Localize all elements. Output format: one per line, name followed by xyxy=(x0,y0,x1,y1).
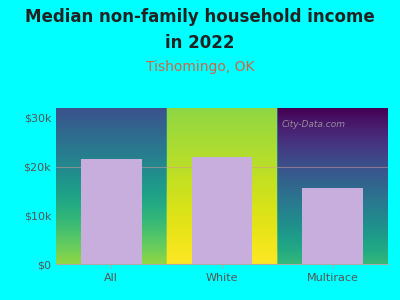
Text: Tishomingo, OK: Tishomingo, OK xyxy=(146,60,254,74)
Text: City-Data.com: City-Data.com xyxy=(282,121,346,130)
Text: Median non-family household income: Median non-family household income xyxy=(25,8,375,26)
Bar xyxy=(81,159,142,264)
Bar xyxy=(192,157,252,264)
Text: in 2022: in 2022 xyxy=(165,34,235,52)
Bar xyxy=(302,188,363,264)
